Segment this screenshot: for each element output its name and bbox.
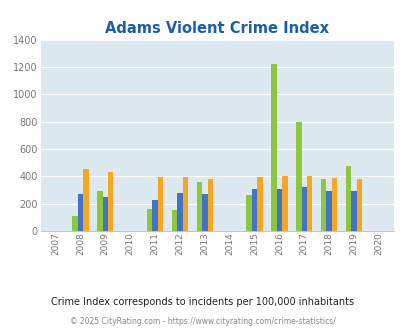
- Bar: [271, 63, 276, 231]
- Bar: [295, 122, 301, 231]
- Bar: [301, 187, 306, 231]
- Bar: [196, 182, 202, 231]
- Bar: [281, 176, 287, 231]
- Bar: [345, 166, 350, 231]
- Bar: [350, 191, 356, 231]
- Bar: [72, 216, 77, 231]
- Bar: [246, 195, 251, 231]
- Bar: [276, 189, 281, 231]
- Bar: [202, 194, 207, 231]
- Bar: [251, 189, 257, 231]
- Bar: [326, 191, 331, 231]
- Bar: [257, 177, 262, 231]
- Bar: [171, 210, 177, 231]
- Bar: [108, 172, 113, 231]
- Title: Adams Violent Crime Index: Adams Violent Crime Index: [105, 21, 328, 36]
- Bar: [152, 200, 158, 231]
- Bar: [147, 209, 152, 231]
- Bar: [306, 176, 312, 231]
- Bar: [207, 179, 213, 231]
- Text: © 2025 CityRating.com - https://www.cityrating.com/crime-statistics/: © 2025 CityRating.com - https://www.city…: [70, 317, 335, 326]
- Bar: [182, 177, 188, 231]
- Bar: [177, 193, 182, 231]
- Bar: [356, 179, 361, 231]
- Text: Crime Index corresponds to incidents per 100,000 inhabitants: Crime Index corresponds to incidents per…: [51, 297, 354, 307]
- Bar: [102, 197, 108, 231]
- Bar: [331, 178, 337, 231]
- Bar: [320, 179, 326, 231]
- Bar: [83, 169, 88, 231]
- Bar: [158, 177, 163, 231]
- Bar: [97, 191, 102, 231]
- Bar: [77, 194, 83, 231]
